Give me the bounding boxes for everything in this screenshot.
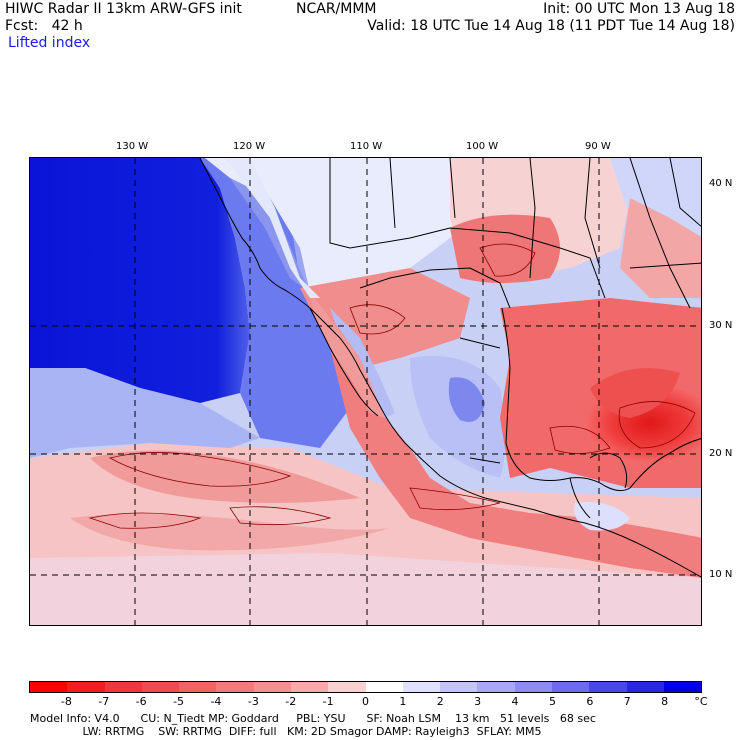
colorbar-tick-label: 4	[511, 695, 519, 708]
model-info-line1: Model Info: V4.0 CU: N_Tiedt MP: Goddard…	[30, 712, 596, 725]
colorbar-swatch	[179, 682, 217, 692]
valid-time: Valid: 18 UTC Tue 14 Aug 18 (11 PDT Tue …	[367, 18, 735, 34]
colorbar-tick-label: -2	[285, 695, 297, 708]
colorbar-tick-label: 8	[661, 695, 669, 708]
baja-peninsula	[310, 293, 385, 418]
colorbar-swatch	[290, 682, 329, 692]
top-tick-marks	[134, 158, 600, 164]
colorbar-swatch	[626, 682, 664, 692]
colorbar-swatch	[589, 682, 627, 692]
colorbar-tick-label: -1	[322, 695, 334, 708]
model-info-line2: LW: RRTMG SW: RRTMG DIFF: full KM: 2D Sm…	[30, 725, 542, 738]
lon-label-90w: 90 W	[585, 141, 611, 152]
colorbar-swatch	[216, 682, 254, 692]
colorbar-swatch	[663, 682, 702, 692]
itcz-red-patches	[90, 450, 360, 503]
equatorial-light-band	[30, 553, 701, 625]
colorbar-tick-label: -7	[98, 695, 110, 708]
pacific-stable-region	[30, 158, 250, 403]
mexico-plateau-stable	[410, 356, 505, 478]
colorbar-swatch	[253, 682, 291, 692]
colorbar-swatch	[402, 682, 441, 692]
colorbar-tick-label: 5	[548, 695, 556, 708]
colorbar-tick-label: -3	[247, 695, 259, 708]
model-title: HIWC Radar II 13km ARW-GFS init	[5, 1, 242, 17]
colorbar-swatch	[328, 682, 366, 692]
colorbar-swatch	[514, 682, 552, 692]
colorbar-swatch	[440, 682, 478, 692]
colorbar-tick-label: 3	[474, 695, 482, 708]
forecast-hour: Fcst: 42 h	[5, 18, 83, 34]
lifted-index-map	[29, 157, 702, 626]
coastlines	[199, 158, 701, 578]
field-name: Lifted index	[8, 35, 91, 51]
init-time: Init: 00 UTC Mon 13 Aug 18	[543, 1, 735, 17]
colorbar-tick-label: 6	[586, 695, 594, 708]
lat-label-30n: 30 N	[709, 320, 733, 331]
lat-label-20n: 20 N	[709, 448, 733, 459]
lat-label-40n: 40 N	[709, 178, 733, 189]
colorbar-unit: °C	[694, 695, 708, 708]
lon-label-120w: 120 W	[233, 141, 266, 152]
colorbar-tick-label: 0	[362, 695, 369, 708]
colorbar-swatch	[30, 682, 68, 692]
colorbar-tick-label: -6	[135, 695, 147, 708]
colorbar-tick-label: -4	[210, 695, 222, 708]
colorbar-swatch	[477, 682, 515, 692]
lon-label-110w: 110 W	[350, 141, 383, 152]
lifted-index-contours	[88, 243, 696, 529]
lat-label-10n: 10 N	[709, 569, 733, 580]
colorbar-swatch	[365, 682, 403, 692]
colorbar-swatch	[141, 682, 180, 692]
mexico-west-coast	[330, 348, 701, 578]
colorbar-swatch	[67, 682, 105, 692]
colorbar-tick-label: 2	[436, 695, 444, 708]
colorbar-tick-label: 1	[399, 695, 407, 708]
colorbar-tick-label: -5	[173, 695, 185, 708]
lat-lon-grid	[30, 158, 701, 625]
colorbar	[29, 681, 702, 693]
colorbar-swatch	[551, 682, 590, 692]
colorbar-swatch	[104, 682, 142, 692]
lon-label-130w: 130 W	[116, 141, 149, 152]
colorbar-tick-label: 7	[623, 695, 631, 708]
lon-label-100w: 100 W	[466, 141, 499, 152]
colorbar-tick-label: -8	[60, 695, 72, 708]
organization-label: NCAR/MMM	[296, 1, 377, 17]
